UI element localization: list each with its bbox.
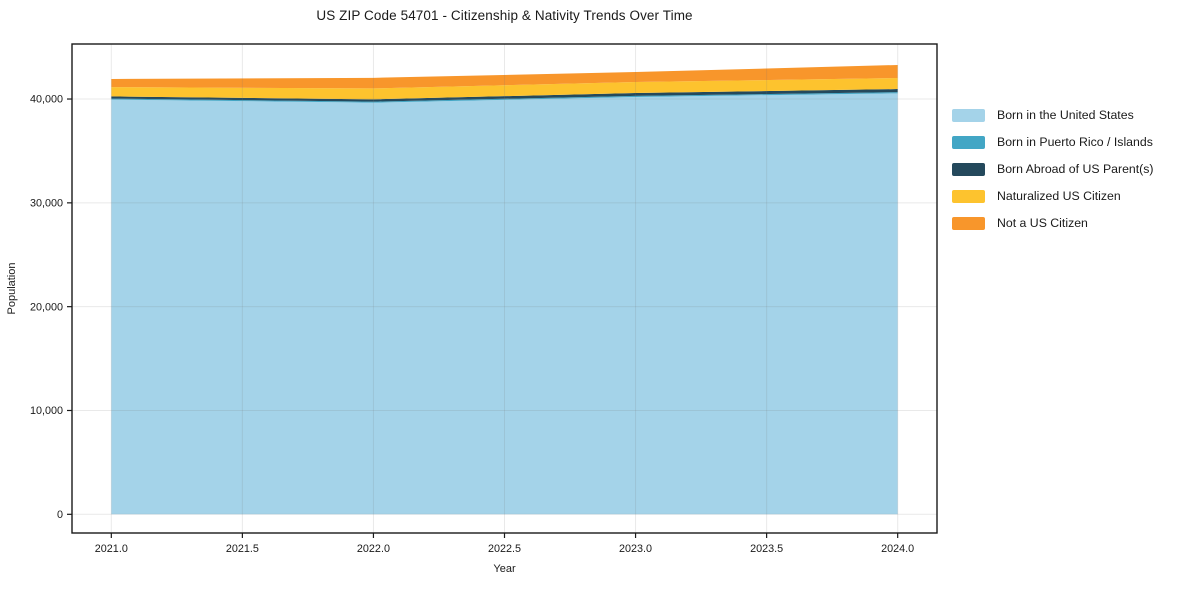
x-tick-label: 2021.5 <box>226 543 259 555</box>
y-tick-label: 0 <box>57 509 63 521</box>
y-axis-label: Population <box>6 263 18 315</box>
chart-title: US ZIP Code 54701 - Citizenship & Nativi… <box>316 8 693 23</box>
y-tick-label: 20,000 <box>30 301 63 313</box>
legend-label: Born Abroad of US Parent(s) <box>997 162 1154 176</box>
legend-item: Naturalized US Citizen <box>952 189 1154 203</box>
area-series <box>111 78 898 100</box>
y-tick-label: 30,000 <box>30 198 63 210</box>
legend-item: Born in the United States <box>952 108 1154 122</box>
x-tick-label: 2022.5 <box>488 543 521 555</box>
area-series <box>111 89 898 102</box>
y-tick-label: 10,000 <box>30 405 63 417</box>
x-axis-label: Year <box>493 563 516 575</box>
legend-item: Not a US Citizen <box>952 216 1154 230</box>
legend-label: Naturalized US Citizen <box>997 189 1121 203</box>
legend-swatch <box>952 189 985 203</box>
x-tick-label: 2022.0 <box>357 543 390 555</box>
x-tick-label: 2023.5 <box>750 543 783 555</box>
legend-label: Not a US Citizen <box>997 216 1088 230</box>
x-tick-label: 2023.0 <box>619 543 652 555</box>
x-tick-label: 2024.0 <box>881 543 914 555</box>
legend-swatch <box>952 108 985 122</box>
legend-swatch <box>952 216 985 230</box>
legend-label: Born in Puerto Rico / Islands <box>997 135 1153 149</box>
area-series <box>111 64 898 89</box>
legend-item: Born in Puerto Rico / Islands <box>952 135 1154 149</box>
legend: Born in the United States Born in Puerto … <box>952 108 1154 230</box>
x-tick-label: 2021.0 <box>95 543 128 555</box>
legend-label: Born in the United States <box>997 108 1134 122</box>
legend-item: Born Abroad of US Parent(s) <box>952 162 1154 176</box>
legend-swatch <box>952 135 985 149</box>
legend-swatch <box>952 162 985 176</box>
y-tick-label: 40,000 <box>30 94 63 106</box>
area-series <box>111 93 898 515</box>
